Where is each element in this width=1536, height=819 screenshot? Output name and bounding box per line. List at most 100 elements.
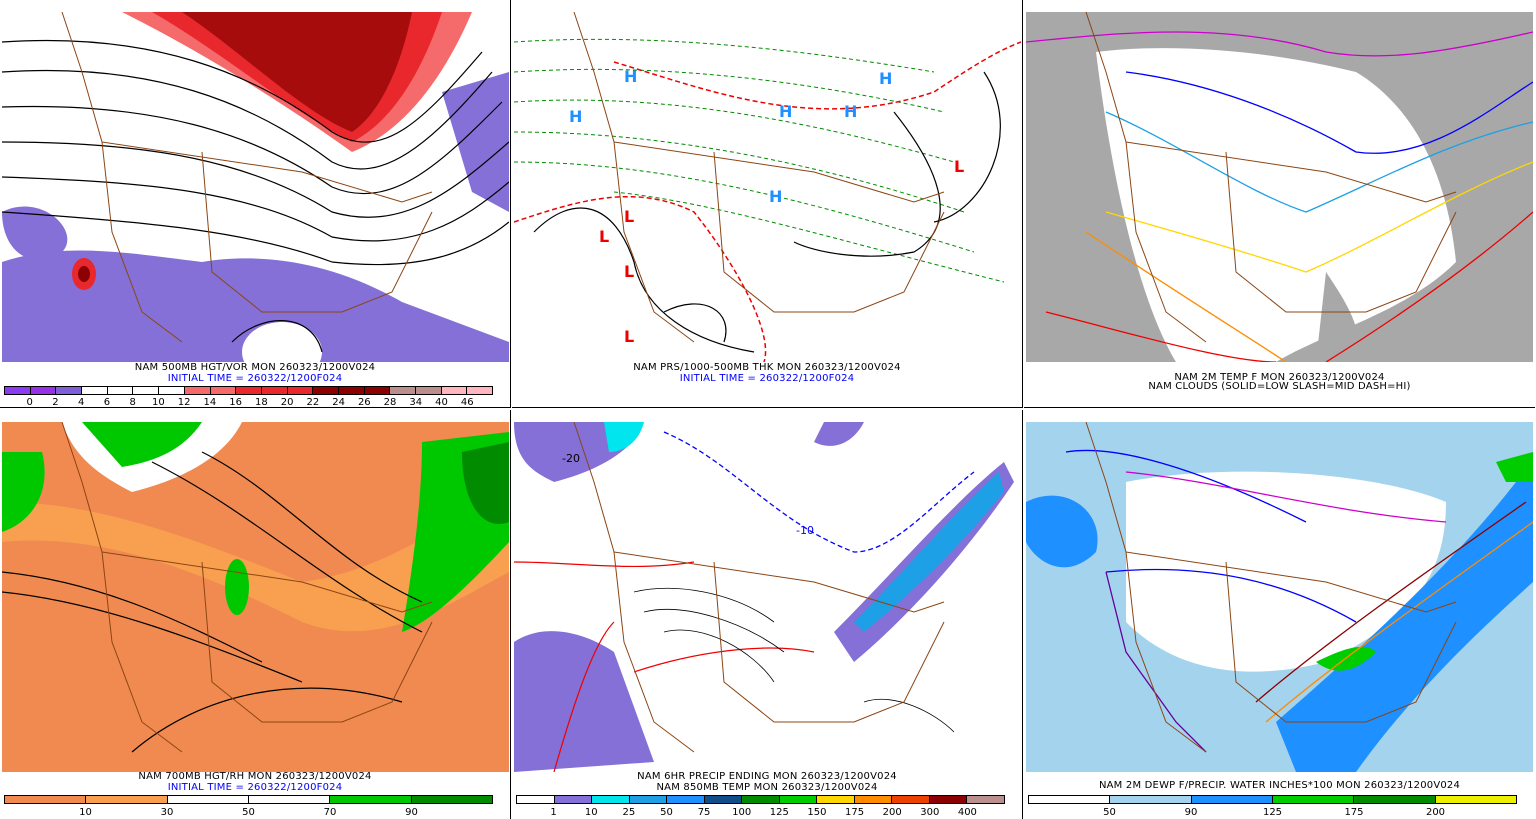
color-legend-label: 10 (152, 397, 165, 408)
color-legend-label: 10 (79, 807, 92, 818)
color-legend-label: 16 (229, 397, 242, 408)
map-title: NAM 2M TEMP F MON 260323/1200V024 (1174, 372, 1385, 383)
high-pressure-center: H (569, 107, 582, 126)
color-legend-swatch (167, 796, 249, 803)
color-legend-swatch (1354, 796, 1436, 803)
color-legend-label: 4 (78, 397, 85, 408)
color-legend-label: 10 (584, 807, 598, 818)
color-legend-label: 40 (435, 397, 448, 408)
initial-time: INITIAL TIME = 260322/1200F024 (679, 373, 855, 384)
color-legend-label: 90 (405, 807, 418, 818)
color-legend-label: 24 (332, 397, 345, 408)
color-legend-swatch (330, 796, 412, 803)
color-legend-label: 20 (280, 397, 294, 408)
color-legend-swatch (592, 796, 630, 803)
map-pressure-thickness[interactable]: H H H H H H L L L L L (514, 12, 1021, 362)
low-pressure-center: L (624, 262, 634, 281)
color-legend-swatch (261, 387, 288, 394)
color-legend-swatch (854, 796, 893, 803)
color-legend-label: 25 (622, 807, 636, 818)
panel-pressure-thickness: H H H H H H L L L L L (512, 0, 1023, 408)
initial-time: INITIAL TIME = 260322/1200F024 (167, 782, 343, 793)
color-legend-label: 28 (383, 397, 397, 408)
color-legend-label: 0 (26, 397, 33, 408)
color-legend-label: 6 (103, 397, 111, 408)
color-legend-swatch (1110, 796, 1192, 803)
color-legend-label: 26 (357, 397, 371, 408)
color-legend-swatch (159, 387, 185, 394)
color-legend-swatch (30, 387, 57, 394)
color-legend-label: 30 (160, 807, 174, 818)
color-legend-swatch (704, 796, 743, 803)
contour-label: -10 (796, 524, 814, 537)
color-legend-swatch (1191, 796, 1273, 803)
panel-500mb-vorticity: NAM 500MB HGT/VOR MON 260323/1200V024 IN… (0, 0, 511, 408)
high-pressure-center: H (879, 69, 892, 88)
color-legend-label: 46 (460, 397, 474, 408)
color-legend-label: 125 (1262, 807, 1283, 818)
color-legend-label: 125 (769, 807, 789, 818)
high-pressure-center: H (624, 67, 637, 86)
color-legend-swatch (929, 796, 968, 803)
low-pressure-center: L (599, 227, 609, 246)
map-500mb-vorticity[interactable] (2, 12, 509, 362)
color-legend-swatch (236, 387, 262, 394)
contour-label: -20 (562, 452, 580, 465)
map-title: NAM PRS/1000-500MB THK MON 260323/1200V0… (633, 362, 901, 373)
color-legend-label: 50 (1103, 807, 1116, 818)
color-legend-label: 8 (129, 397, 136, 408)
color-legend-label: 100 (732, 807, 752, 818)
high-pressure-center: H (779, 102, 792, 121)
color-legend-label: 90 (1184, 807, 1198, 818)
color-legend-swatch (390, 387, 416, 394)
color-legend-bar (516, 795, 1005, 804)
color-legend-swatch (779, 796, 818, 803)
low-pressure-center: L (624, 207, 634, 226)
high-pressure-center: H (769, 187, 782, 206)
color-legend-swatch (338, 387, 365, 394)
map-subtitle: NAM CLOUDS (SOLID=LOW SLASH=MID DASH=HI) (1148, 381, 1411, 392)
initial-time: INITIAL TIME = 260322/1200F024 (167, 373, 343, 384)
color-legend-swatch (892, 796, 930, 803)
high-pressure-center: H (844, 102, 857, 121)
color-legend-swatch (1435, 796, 1516, 803)
panel-6hr-precip-850mb-temp: -10 -20 NAM 6HR PRECIP ENDING MON 260323… (512, 410, 1023, 819)
color-legend-swatch (1272, 796, 1355, 803)
color-legend-swatch (184, 387, 211, 394)
panel-2m-temp-clouds: NAM 2M TEMP F MON 260323/1200V024 NAM CL… (1024, 0, 1535, 408)
color-legend-labels: 10 30 50 70 90 (4, 807, 493, 819)
color-legend-label: 18 (254, 397, 268, 408)
color-legend-swatch (416, 387, 442, 394)
map-title: NAM 700MB HGT/RH MON 260323/1200V024 (138, 771, 372, 782)
color-legend-label: 70 (323, 807, 337, 818)
color-legend-swatch (287, 387, 314, 394)
color-legend-label: 50 (660, 807, 673, 818)
map-2m-temp-clouds[interactable] (1026, 12, 1533, 362)
color-legend-swatch (364, 387, 391, 394)
color-legend-swatch (56, 387, 83, 394)
map-2m-dewpoint-pwat[interactable] (1026, 422, 1533, 772)
color-legend-bar (1028, 795, 1517, 804)
color-legend-swatch (1029, 796, 1111, 803)
color-legend-swatch (441, 387, 468, 394)
color-legend-label: 150 (807, 807, 827, 818)
color-legend-label: 12 (177, 397, 191, 408)
color-legend-label: 1 (550, 807, 557, 818)
color-legend-labels: 1 10 25 50 75 100 125 150 175 200 300 400 (516, 807, 1005, 819)
color-legend-swatch (517, 796, 555, 803)
color-legend-swatch (133, 387, 160, 394)
color-legend-swatch (817, 796, 855, 803)
color-legend-swatch (967, 796, 1004, 803)
color-legend-label: 300 (920, 807, 940, 818)
panel-2m-dewpoint-pwat: NAM 2M DEWP F/PRECIP. WATER INCHES*100 M… (1024, 410, 1535, 819)
color-legend-swatch (467, 387, 493, 394)
map-6hr-precip[interactable]: -10 -20 (514, 422, 1021, 772)
panel-700mb-rh: NAM 700MB HGT/RH MON 260323/1200V024 INI… (0, 410, 511, 819)
low-pressure-center: L (954, 157, 964, 176)
map-700mb-rh[interactable] (2, 422, 509, 772)
color-legend-swatch (248, 796, 331, 803)
color-legend-swatch (5, 387, 31, 394)
color-legend-label: 200 (882, 807, 902, 818)
color-legend-label: 2 (52, 397, 59, 408)
color-legend-label: 14 (203, 397, 217, 408)
